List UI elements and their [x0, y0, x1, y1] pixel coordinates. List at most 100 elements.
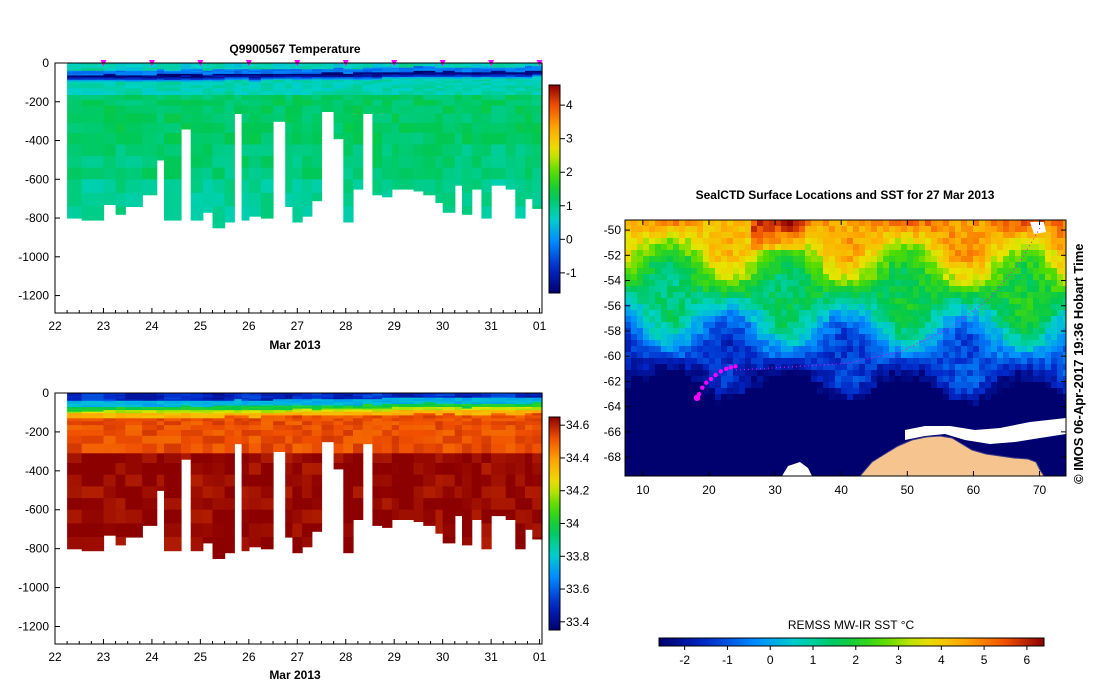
data-cell [321, 73, 335, 77]
sst-cell [1051, 382, 1058, 389]
sst-cell [1039, 238, 1046, 245]
data-cell [125, 474, 143, 487]
sst-cell [655, 334, 662, 341]
sst-cell [637, 322, 644, 329]
sst-cell [1045, 232, 1052, 239]
data-cell [260, 206, 274, 219]
data-cell [454, 179, 463, 186]
data-cell [505, 400, 516, 403]
sst-cell [1057, 322, 1064, 329]
data-cell [481, 75, 492, 78]
sst-cell [745, 322, 752, 329]
sst-cell [745, 406, 752, 413]
sst-cell [991, 238, 998, 245]
sst-cell [817, 280, 824, 287]
data-cell [442, 453, 456, 464]
sst-cell [949, 340, 956, 347]
data-cell [115, 408, 126, 411]
data-cell [164, 91, 182, 96]
sst-cell [979, 370, 986, 377]
sst-cell [673, 358, 680, 365]
sst-cell [655, 406, 662, 413]
data-cell [362, 435, 373, 445]
sst-cell [781, 244, 788, 251]
data-cell [454, 474, 463, 487]
sst-cell [991, 280, 998, 287]
sst-cell [667, 322, 674, 329]
data-cell [399, 415, 415, 419]
sst-cell [985, 328, 992, 335]
sst-cell [853, 286, 860, 293]
data-cell [382, 132, 393, 145]
sst-cell [1039, 256, 1046, 263]
data-cell [125, 85, 143, 89]
data-cell [462, 72, 473, 75]
sst-cell [1033, 238, 1040, 245]
sst-cell [871, 220, 878, 227]
sst-cell [1057, 220, 1064, 227]
data-cell [103, 70, 117, 73]
sst-cell [697, 274, 704, 281]
sst-cell [643, 238, 650, 245]
data-cell [454, 418, 463, 422]
sst-cell [913, 388, 920, 395]
sst-cell [793, 280, 800, 287]
data-cell [391, 73, 400, 77]
y-tick-label: -800 [25, 211, 49, 225]
data-cell [311, 463, 323, 476]
data-cell [81, 421, 105, 426]
sst-cell [1003, 322, 1010, 329]
data-cell [362, 403, 373, 407]
data-cell [423, 403, 436, 407]
data-cell [391, 179, 400, 190]
data-cell [248, 67, 262, 70]
data-cell [181, 397, 192, 400]
sst-cell [715, 280, 722, 287]
data-cell [462, 113, 473, 124]
sst-cell [775, 268, 782, 275]
sst-cell [1045, 262, 1052, 269]
sst-cell [1063, 340, 1066, 347]
sst-cell [835, 364, 842, 371]
data-cell [241, 66, 250, 69]
data-cell [491, 95, 507, 101]
sst-cell [643, 304, 650, 311]
sst-cell [907, 304, 914, 311]
data-cell [115, 66, 126, 69]
data-cell [248, 73, 262, 77]
data-cell [81, 394, 105, 397]
sst-cell [871, 394, 878, 401]
sst-cell [865, 328, 872, 335]
data-cell [103, 132, 117, 145]
data-cell [525, 397, 533, 400]
data-cell [224, 498, 235, 511]
data-cell [481, 486, 492, 499]
data-cell [399, 64, 415, 67]
data-cell [515, 99, 526, 107]
sst-cell [865, 406, 872, 413]
sst-cell [1033, 286, 1040, 293]
sst-cell [931, 262, 938, 269]
sst-cell [949, 268, 956, 275]
sst-cell [1003, 274, 1010, 281]
data-cell [115, 80, 126, 83]
sst-cell [721, 406, 728, 413]
data-cell [353, 72, 364, 75]
data-cell [515, 410, 526, 413]
sst-cell [703, 364, 710, 371]
sst-cell [631, 238, 638, 245]
sst-cell [919, 322, 926, 329]
data-cell [260, 425, 274, 431]
data-cell [103, 509, 117, 524]
data-cell [505, 66, 516, 69]
data-cell [423, 463, 436, 476]
data-cell [481, 463, 492, 476]
x-tick-label: 26 [242, 319, 256, 333]
sst-cell [805, 226, 812, 233]
sst-cell [673, 316, 680, 323]
data-cell [515, 83, 526, 86]
sst-cell [889, 286, 896, 293]
data-cell [292, 73, 303, 77]
data-cell [382, 394, 393, 397]
sst-cell [1051, 298, 1058, 305]
